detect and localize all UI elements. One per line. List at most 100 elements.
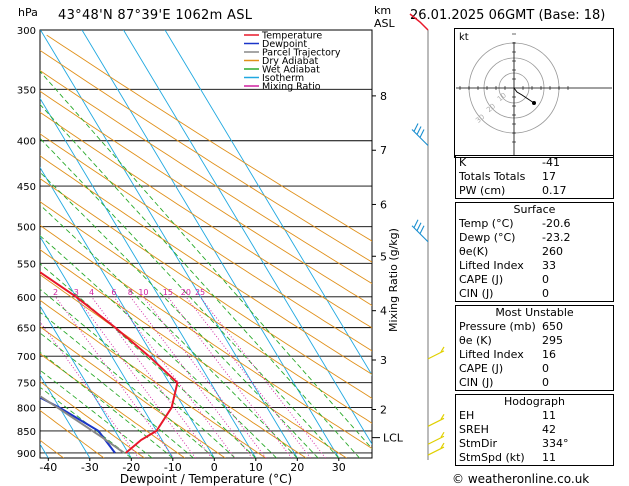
mixing-ratio-line — [185, 296, 311, 458]
dry-adiabat — [40, 353, 186, 458]
mixing-ratio-label: 4 — [89, 288, 94, 297]
basic-index-value: -41 — [542, 156, 560, 169]
pressure-tick-label: 500 — [17, 223, 36, 234]
hodograph-ring-label: 20 — [485, 102, 497, 114]
legend-item-label: Dewpoint — [262, 39, 307, 50]
dry-adiabat — [40, 409, 105, 458]
km-tick-label: 5 — [380, 250, 387, 263]
mixing-ratio-line — [143, 296, 267, 458]
surface-index-label: CAPE (J) — [459, 273, 504, 286]
hodograph-index-row: SREH 42 — [456, 423, 613, 437]
mixing-ratio-label: 25 — [195, 288, 205, 297]
most-unstable-index-row: CIN (J) 0 — [456, 376, 613, 390]
surface-index-value: 33 — [542, 259, 556, 272]
wet-adiabat — [40, 235, 277, 458]
surface-box: Surface Temp (°C) -20.6 Dewp (°C) -23.2 θe(K… — [455, 202, 614, 302]
storm-motion-marker — [532, 101, 536, 105]
dry-adiabat — [40, 326, 226, 458]
most-unstable-box: Most Unstable Pressure (mb) 650 θe (K) 295 L… — [455, 305, 614, 391]
surface-index-value: -20.6 — [542, 217, 571, 230]
most-unstable-index-value: 0 — [542, 376, 549, 389]
most-unstable-index-label: Pressure (mb) — [459, 320, 536, 333]
index-panel: K -41 Totals Totals 17 PW (cm) 0.17 Surface T… — [455, 155, 614, 466]
isotherm-line — [40, 30, 298, 458]
temp-tick-label: 30 — [332, 461, 346, 474]
lcl-label: LCL — [383, 432, 404, 445]
x-axis-label: Dewpoint / Temperature (°C) — [120, 472, 292, 486]
basic-indices-box: K -41 Totals Totals 17 PW (cm) 0.17 — [455, 155, 614, 199]
mixing-ratio-line — [75, 296, 196, 458]
wind-barb — [427, 414, 445, 427]
wind-barb-top — [409, 13, 429, 31]
surface-index-row: θe(K) 260 — [456, 245, 613, 259]
km-unit-label: km — [374, 4, 392, 17]
basic-index-value: 0.17 — [542, 184, 567, 197]
hodograph-trace — [513, 87, 535, 104]
isotherm-line — [40, 166, 215, 458]
km-tick-label: 6 — [380, 198, 387, 211]
isotherm-line — [164, 30, 372, 376]
mixing-ratio-label: 2 — [53, 288, 58, 297]
temp-tick-label: 20 — [290, 461, 304, 474]
station-info: 43°48'N 87°39'E 1062m ASL — [58, 8, 253, 23]
basic-index-label: PW (cm) — [459, 184, 506, 197]
hodograph-index-label: EH — [459, 409, 475, 422]
hodograph-index-value: 334° — [542, 437, 569, 450]
wet-adiabat — [40, 171, 319, 458]
mixing-ratio-line — [113, 296, 236, 458]
wet-adiabat — [40, 103, 360, 458]
surface-index-row: Lifted Index 33 — [456, 259, 613, 273]
mixing-ratio-label: 3 — [74, 288, 79, 297]
most-unstable-index-value: 0 — [542, 362, 549, 375]
hodograph-index-label: SREH — [459, 423, 489, 436]
p-unit-label: hPa — [18, 6, 38, 19]
dry-adiabat — [40, 111, 372, 329]
dry-adiabat — [40, 299, 266, 458]
legend-item-label: Isotherm — [262, 73, 304, 84]
most-unstable-index-value: 16 — [542, 348, 556, 361]
dry-adiabat — [40, 133, 372, 352]
dry-adiabat — [40, 155, 372, 375]
most-unstable-index-label: θe (K) — [459, 334, 492, 347]
hodograph-index-value: 42 — [542, 423, 556, 436]
hodograph-index-row: EH 11 — [456, 409, 613, 423]
basic-index-label: Totals Totals — [459, 170, 526, 183]
mixing-ratio-label: 10 — [138, 288, 148, 297]
pressure-tick-label: 600 — [17, 293, 36, 304]
km-tick-label: 4 — [380, 305, 387, 318]
wet-adiabat — [40, 386, 132, 458]
basic-index-row: K -41 — [456, 156, 613, 170]
mixing-ratio-line — [91, 296, 212, 458]
mixing-ratio-label: 6 — [111, 288, 116, 297]
pressure-tick-label: 700 — [17, 352, 36, 363]
temp-tick-label: -20 — [122, 461, 140, 474]
most-unstable-index-label: CAPE (J) — [459, 362, 504, 375]
wet-adiabat — [40, 369, 153, 458]
surface-index-row: Temp (°C) -20.6 — [456, 217, 613, 231]
basic-index-row: Totals Totals 17 — [456, 170, 613, 184]
temp-tick-label: -40 — [39, 461, 57, 474]
most-unstable-index-label: Lifted Index — [459, 348, 524, 361]
surface-index-label: θe(K) — [459, 245, 489, 258]
isotherm-line — [40, 97, 257, 458]
mixing-ratio-label: 8 — [128, 288, 133, 297]
most-unstable-title: Most Unstable — [495, 306, 574, 319]
hodograph-index-value: 11 — [542, 409, 556, 422]
km-tick-label: 7 — [380, 144, 387, 157]
hodograph-index-label: StmDir — [459, 437, 498, 450]
legend-item-label: Temperature — [261, 31, 322, 42]
temp-tick-label: 0 — [211, 461, 218, 474]
dry-adiabat — [40, 381, 145, 458]
mixing-ratio-axis-label: Mixing Ratio (g/kg) — [387, 228, 400, 332]
wind-barb — [411, 123, 429, 146]
surface-index-value: 0 — [542, 287, 549, 300]
mixing-ratio-line — [55, 296, 175, 458]
surface-index-label: Lifted Index — [459, 259, 524, 272]
most-unstable-index-row: Pressure (mb) 650 — [456, 320, 613, 334]
footer-credit[interactable]: © weatheronline.co.uk — [452, 472, 590, 486]
mixing-ratio-label: 15 — [163, 288, 173, 297]
km-tick-label: 2 — [380, 403, 387, 416]
dry-adiabat — [40, 201, 372, 424]
